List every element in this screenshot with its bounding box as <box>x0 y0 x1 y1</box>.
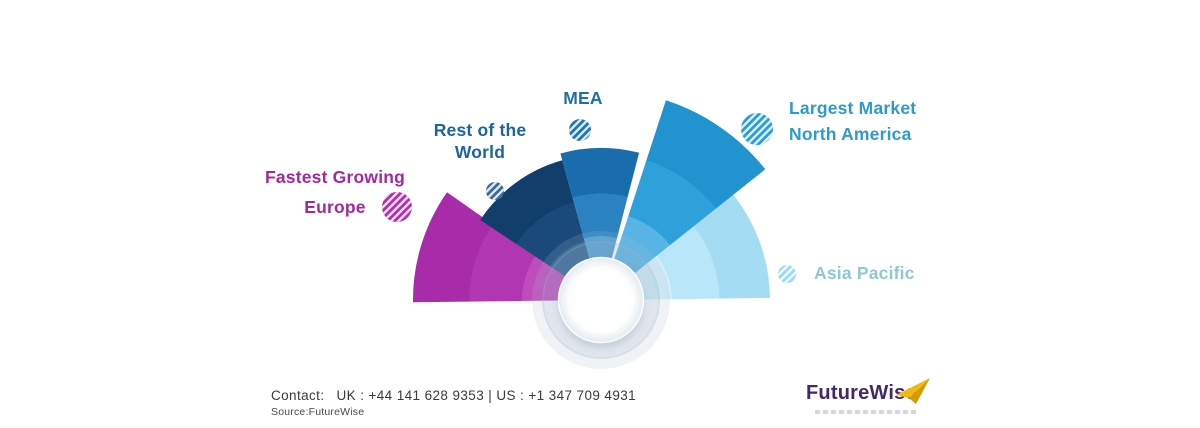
europe-label: Fastest Growing Europe <box>235 162 435 222</box>
chart-hub <box>532 231 670 369</box>
rest-of-world-marker-hatch <box>486 182 504 200</box>
segment-north-america <box>601 100 766 300</box>
mea-label: MEA <box>563 88 603 108</box>
north-america-label-line2: North America <box>789 124 912 144</box>
europe-label-line2: Europe <box>304 197 366 217</box>
segment-asia-pacific <box>601 191 770 300</box>
north-america-marker-hatch <box>741 113 773 145</box>
contact-numbers: UK : +44 141 628 9353 | US : +1 347 709 … <box>336 388 637 403</box>
europe-marker-hatch <box>382 192 412 222</box>
hub-knob-highlight <box>567 266 635 334</box>
segment-rest-of-world <box>480 160 601 300</box>
futurewise-logo: FutureWise <box>806 378 956 424</box>
contact-line: Contact: UK : +44 141 628 9353 | US : +1 … <box>271 388 636 403</box>
contact-label: Contact: <box>271 388 325 403</box>
segment-europe <box>412 192 601 303</box>
chart-markers <box>382 113 796 283</box>
north-america-label-line1: Largest Market <box>789 98 917 118</box>
paper-plane-icon <box>896 378 930 404</box>
mea-marker-hatch <box>569 119 591 141</box>
rest-of-world-label-line1: Rest of the <box>433 120 527 140</box>
hub-halo-inner <box>542 241 660 359</box>
europe-label-line1: Fastest Growing <box>264 167 406 187</box>
logo-text: FutureWise <box>806 382 917 404</box>
source-line: Source:FutureWise <box>271 406 365 418</box>
hub-halo-outer <box>532 231 670 369</box>
north-america-label: Largest Market North America <box>789 95 959 147</box>
rest-of-world-label-line2: World <box>454 142 506 162</box>
chart-segments <box>412 100 770 303</box>
segment-mea <box>560 147 640 300</box>
asia-pacific-marker-hatch <box>778 265 796 283</box>
asia-pacific-label: Asia Pacific <box>814 263 915 283</box>
rest-of-world-label: Rest of the World <box>400 119 560 163</box>
logo-tagline-decoration <box>815 410 919 414</box>
